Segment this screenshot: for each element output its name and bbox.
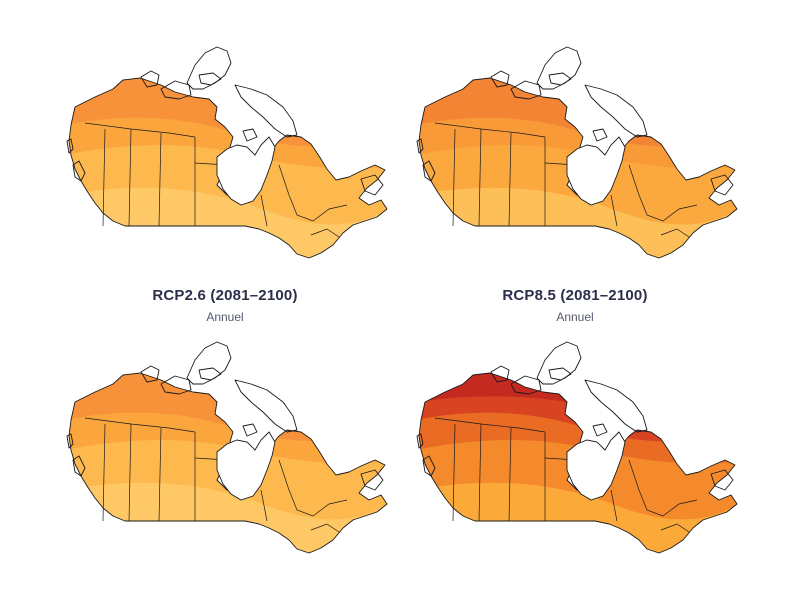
baffin-island bbox=[234, 379, 298, 433]
canada-map-icon bbox=[66, 341, 388, 554]
southampton-island bbox=[592, 423, 608, 437]
devon-island bbox=[198, 72, 222, 86]
caption-rcp85: RCP8.5 (2081–2100) Annuel bbox=[405, 287, 745, 324]
southampton-island bbox=[592, 128, 608, 142]
baffin-island bbox=[584, 84, 648, 138]
ellesmere-island bbox=[536, 46, 582, 90]
map-rcp26-top bbox=[55, 35, 395, 265]
devon-island bbox=[198, 367, 222, 381]
caption-subtitle: Annuel bbox=[206, 310, 244, 324]
caption-rcp26: RCP2.6 (2081–2100) Annuel bbox=[55, 287, 395, 324]
canada-map-icon bbox=[416, 341, 738, 554]
southampton-island bbox=[242, 128, 258, 142]
canada-map-icon bbox=[416, 46, 738, 259]
canada-map-icon bbox=[66, 46, 388, 259]
devon-island bbox=[548, 367, 572, 381]
map-rcp85-annual bbox=[405, 330, 745, 560]
caption-title: RCP2.6 (2081–2100) bbox=[152, 287, 298, 304]
caption-title: RCP8.5 (2081–2100) bbox=[502, 287, 648, 304]
map-rcp85-top bbox=[405, 35, 745, 265]
devon-island bbox=[548, 72, 572, 86]
baffin-island bbox=[584, 379, 648, 433]
ellesmere-island bbox=[186, 341, 232, 385]
southampton-island bbox=[242, 423, 258, 437]
ellesmere-island bbox=[186, 46, 232, 90]
baffin-island bbox=[234, 84, 298, 138]
map-rcp26-annual bbox=[55, 330, 395, 560]
ellesmere-island bbox=[536, 341, 582, 385]
caption-subtitle: Annuel bbox=[556, 310, 594, 324]
